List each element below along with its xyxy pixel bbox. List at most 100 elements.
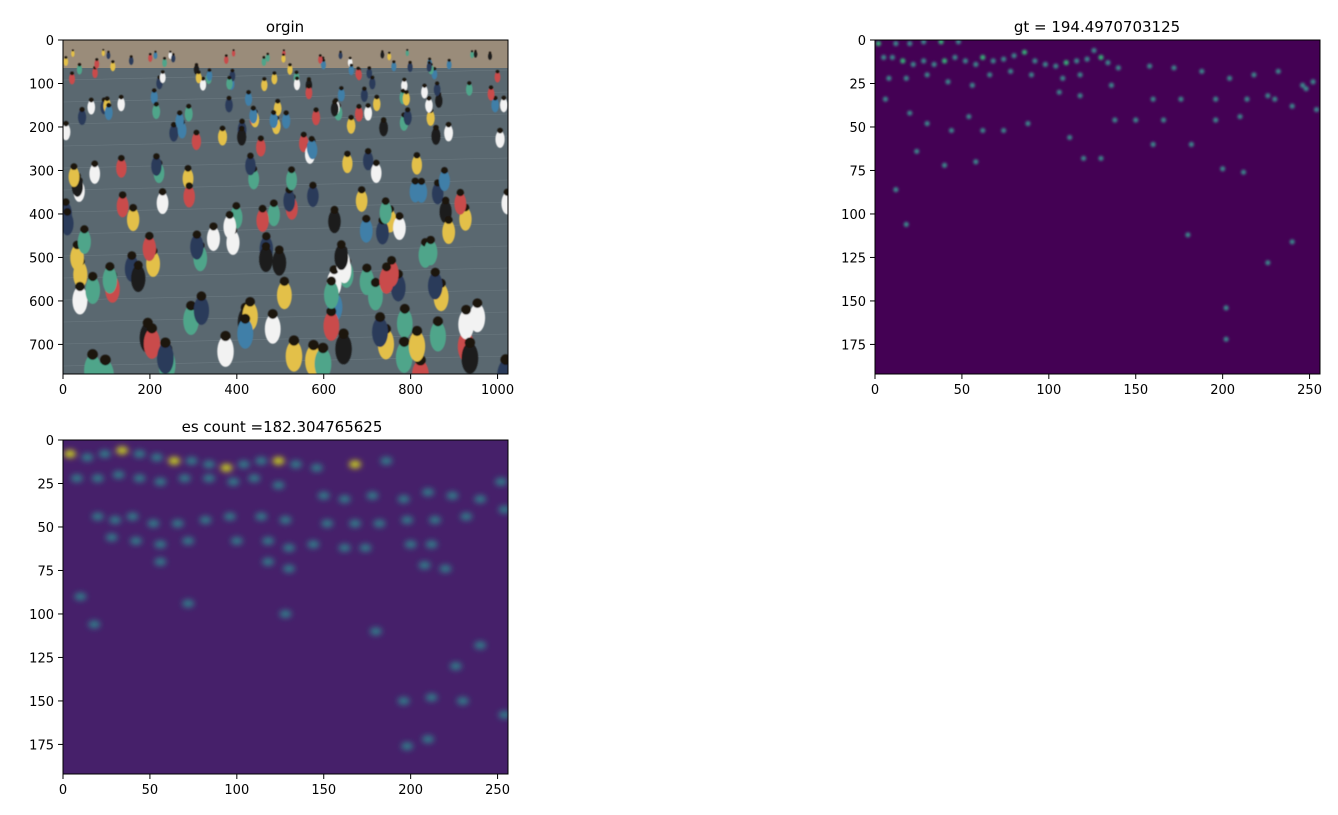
- paving-line: [63, 157, 508, 169]
- density-point: [1244, 96, 1250, 102]
- person-head: [270, 199, 278, 208]
- person-head: [246, 90, 251, 95]
- density-point: [1115, 65, 1121, 71]
- person-body: [355, 189, 368, 212]
- density-point: [98, 449, 111, 458]
- density-point: [1213, 117, 1219, 123]
- person-head: [80, 225, 89, 234]
- person-body: [126, 207, 140, 232]
- person-head: [392, 60, 396, 64]
- x-tick-label: 100: [224, 783, 249, 798]
- density-point: [439, 564, 452, 573]
- density-point: [317, 491, 330, 500]
- density-point: [921, 58, 927, 64]
- person-body: [500, 98, 508, 113]
- person-body: [63, 123, 71, 141]
- density-blobs: [875, 40, 1320, 342]
- person-head: [411, 177, 419, 185]
- person-head: [118, 154, 125, 162]
- person-head: [192, 230, 202, 239]
- density-point: [182, 536, 195, 545]
- person-body: [306, 138, 317, 157]
- person-head: [402, 77, 407, 82]
- y-tick-label: 25: [37, 477, 54, 492]
- y-tick-label: 75: [849, 164, 866, 179]
- person-body: [151, 156, 162, 176]
- person-head: [154, 50, 157, 54]
- person-body: [411, 155, 423, 175]
- person-head: [408, 60, 412, 65]
- person-body: [433, 83, 441, 96]
- density-point: [147, 519, 160, 528]
- person-head: [267, 309, 278, 319]
- density-point: [1077, 72, 1083, 78]
- person-body: [338, 51, 343, 60]
- density-point: [338, 543, 351, 552]
- person-body: [224, 55, 229, 64]
- person-head: [75, 281, 85, 292]
- person-body: [96, 359, 114, 374]
- density-point: [279, 609, 292, 618]
- y-tick-label: 175: [841, 338, 866, 353]
- person-head: [495, 69, 500, 74]
- person-body: [106, 51, 111, 60]
- person-head: [461, 304, 472, 315]
- person-head: [207, 68, 212, 73]
- person-head: [230, 68, 235, 73]
- person-head: [238, 125, 245, 132]
- x-tick-label: 200: [398, 783, 423, 798]
- person-body: [363, 151, 374, 171]
- person-body: [334, 244, 349, 271]
- person-body: [265, 54, 270, 62]
- density-point: [248, 474, 261, 483]
- person-head: [313, 107, 319, 113]
- x-axis: 0 50 100 150 200 250: [871, 374, 1322, 398]
- person-body: [379, 119, 388, 137]
- person-head: [127, 251, 137, 260]
- person-head: [279, 276, 290, 287]
- person-body: [148, 54, 153, 63]
- density-point: [1150, 96, 1156, 102]
- person-body: [256, 138, 266, 157]
- density-point: [893, 40, 899, 47]
- person-head: [387, 255, 396, 265]
- person-head: [170, 122, 177, 128]
- person-body: [439, 170, 450, 191]
- y-tick-label: 100: [841, 208, 866, 223]
- person-head: [322, 58, 326, 62]
- person-head: [365, 103, 371, 109]
- person-head: [63, 198, 70, 206]
- person-body: [142, 236, 157, 262]
- person-head: [300, 131, 307, 138]
- y-tick-label: 175: [29, 738, 54, 753]
- person-head: [71, 49, 74, 52]
- y-tick-label: 0: [858, 34, 866, 49]
- person-head: [380, 117, 387, 123]
- person-body: [431, 127, 441, 145]
- density-background: [875, 40, 1320, 374]
- person-head: [441, 167, 448, 174]
- density-point: [924, 72, 930, 78]
- person-body: [244, 92, 253, 106]
- density-point: [969, 82, 975, 88]
- density-point: [1237, 113, 1243, 120]
- density-point: [109, 516, 122, 525]
- density-point: [1011, 53, 1017, 59]
- density-point: [474, 495, 487, 504]
- person-head: [356, 66, 360, 71]
- density-point: [1067, 134, 1073, 141]
- density-point: [941, 162, 948, 168]
- person-head: [77, 63, 82, 67]
- person-body: [261, 57, 267, 67]
- density-point: [1060, 75, 1066, 81]
- density-point: [910, 61, 916, 67]
- person-body: [271, 73, 278, 85]
- density-point: [1080, 155, 1087, 161]
- density-point: [1091, 47, 1097, 54]
- density-point: [882, 96, 889, 102]
- person-head: [194, 63, 199, 67]
- person-body: [373, 97, 381, 112]
- y-tick-label: 300: [29, 164, 54, 179]
- density-point: [401, 516, 414, 525]
- person-head: [160, 70, 165, 74]
